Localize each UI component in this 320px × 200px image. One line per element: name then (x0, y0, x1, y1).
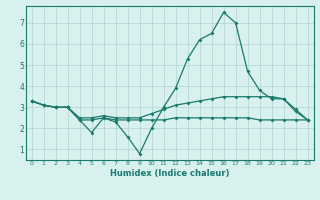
X-axis label: Humidex (Indice chaleur): Humidex (Indice chaleur) (110, 169, 229, 178)
